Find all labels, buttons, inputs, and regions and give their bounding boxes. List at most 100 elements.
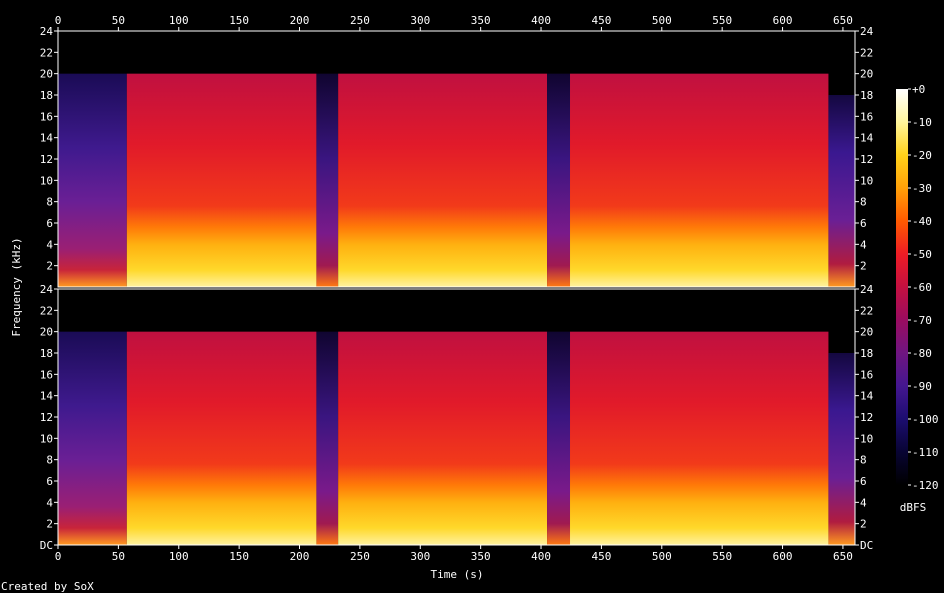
y-tick-label: 10 xyxy=(40,174,53,187)
y-tick-label-right: 14 xyxy=(860,390,874,403)
y-tick-label: 22 xyxy=(40,46,53,59)
spectrum-segment-fade xyxy=(828,95,855,287)
y-tick-label: 10 xyxy=(40,432,53,445)
y-tick-label: 16 xyxy=(40,368,53,381)
y-tick-label: 22 xyxy=(40,304,53,317)
x-tick-label: 0 xyxy=(55,550,62,563)
y-tick-label: 20 xyxy=(40,68,53,81)
x-tick-label: 200 xyxy=(290,550,310,563)
x-tick-label-top: 50 xyxy=(112,14,125,27)
y-tick-label: 12 xyxy=(40,411,53,424)
y-tick-label: 14 xyxy=(40,390,54,403)
x-tick-label-top: 550 xyxy=(712,14,732,27)
colorbar-gradient xyxy=(896,89,908,485)
y-tick-label-right: 14 xyxy=(860,132,874,145)
y-tick-label-right: 24 xyxy=(860,25,874,38)
y-tick-label-right: DC xyxy=(860,539,873,552)
x-tick-label: 100 xyxy=(169,550,189,563)
colorbar-tick-label: -50 xyxy=(912,248,932,261)
x-tick-label-top: 600 xyxy=(773,14,793,27)
spectrum-segment-fade xyxy=(828,353,855,545)
y-tick-label-right: 6 xyxy=(860,475,867,488)
x-tick-label: 650 xyxy=(833,550,853,563)
spectrum-segment-quiet xyxy=(58,331,127,545)
x-axis-label: Time (s) xyxy=(431,568,484,581)
y-tick-label: 20 xyxy=(40,326,53,339)
y-tick-label-right: 12 xyxy=(860,411,873,424)
colorbar-tick-label: -70 xyxy=(912,314,932,327)
y-tick-label-right: 16 xyxy=(860,110,873,123)
x-tick-label: 500 xyxy=(652,550,672,563)
colorbar-tick-label: -40 xyxy=(912,215,932,228)
y-tick-label: 6 xyxy=(46,217,53,230)
colorbar: +0 -10 -20 -30 -40 -50 -60 -70 -80 -90 -100 -110 -12… xyxy=(896,83,939,492)
x-tick-label-top: 200 xyxy=(290,14,310,27)
y-tick-label: 16 xyxy=(40,110,53,123)
y-tick-label: 2 xyxy=(46,260,53,273)
x-tick-label: 600 xyxy=(773,550,793,563)
x-tick-label-top: 250 xyxy=(350,14,370,27)
y-tick-label: 8 xyxy=(46,454,53,467)
colorbar-tick-label: -90 xyxy=(912,380,932,393)
spectrum-segment-loud xyxy=(338,73,548,288)
y-tick-label-right: 16 xyxy=(860,368,873,381)
y-tick-label: 18 xyxy=(40,89,53,102)
y-tick-label: DC xyxy=(40,539,53,552)
colorbar-tick-label: +0 xyxy=(912,83,925,96)
x-tick-label: 400 xyxy=(531,550,551,563)
y-axis-label: Frequency (kHz) xyxy=(10,237,23,336)
x-tick-label-top: 650 xyxy=(833,14,853,27)
colorbar-tick-label: -110 xyxy=(912,446,939,459)
y-tick-label-right: 22 xyxy=(860,46,873,59)
x-tick-label: 350 xyxy=(471,550,491,563)
spectrum-segment-gap xyxy=(547,73,571,288)
y-tick-label-right: 2 xyxy=(860,518,867,531)
y-tick-label-right: 10 xyxy=(860,432,873,445)
x-tick-label-top: 350 xyxy=(471,14,491,27)
x-tick-label: 450 xyxy=(591,550,611,563)
y-tick-label-right: 6 xyxy=(860,217,867,230)
colorbar-tick-label: -30 xyxy=(912,182,932,195)
x-tick-label-top: 300 xyxy=(410,14,430,27)
y-tick-label-right: 10 xyxy=(860,174,873,187)
colorbar-tick-label: -100 xyxy=(912,413,939,426)
y-tick-label-right: 24 xyxy=(860,283,874,296)
y-tick-label: 2 xyxy=(46,518,53,531)
x-tick-label: 550 xyxy=(712,550,732,563)
y-tick-label: 14 xyxy=(40,132,54,145)
y-tick-label-right: 12 xyxy=(860,153,873,166)
spectrum-segment-loud xyxy=(570,73,829,288)
spectrum-segment-gap xyxy=(547,331,571,545)
x-tick-label-top: 450 xyxy=(591,14,611,27)
y-tick-label-right: 20 xyxy=(860,68,873,81)
x-tick-label: 50 xyxy=(112,550,125,563)
x-tick-label-top: 150 xyxy=(229,14,249,27)
x-tick-label: 250 xyxy=(350,550,370,563)
colorbar-tick-label: -120 xyxy=(912,479,939,492)
spectrogram-panels xyxy=(58,31,855,545)
spectrum-segment-quiet xyxy=(58,73,127,288)
created-by-credit: Created by SoX xyxy=(1,580,94,593)
spectrum-segment-gap xyxy=(316,73,339,288)
y-tick-label-right: 4 xyxy=(860,496,867,509)
y-tick-label-right: 8 xyxy=(860,196,867,209)
y-tick-label-right: 18 xyxy=(860,347,873,360)
colorbar-label: dBFS xyxy=(900,501,927,514)
spectrum-segment-gap xyxy=(316,331,339,545)
x-tick-label-top: 100 xyxy=(169,14,189,27)
x-tick-label: 150 xyxy=(229,550,249,563)
colorbar-tick-label: -20 xyxy=(912,149,932,162)
y-tick-label: 24 xyxy=(40,25,54,38)
y-tick-label: 4 xyxy=(46,496,53,509)
colorbar-tick-label: -10 xyxy=(912,116,932,129)
y-tick-label-right: 2 xyxy=(860,260,867,273)
y-tick-label: 4 xyxy=(46,238,53,251)
y-tick-label: 12 xyxy=(40,153,53,166)
y-tick-label-right: 8 xyxy=(860,454,867,467)
spectrum-segment-loud xyxy=(126,331,317,545)
y-tick-label: 24 xyxy=(40,283,54,296)
y-tick-label: 18 xyxy=(40,347,53,360)
y-tick-label-right: 20 xyxy=(860,326,873,339)
